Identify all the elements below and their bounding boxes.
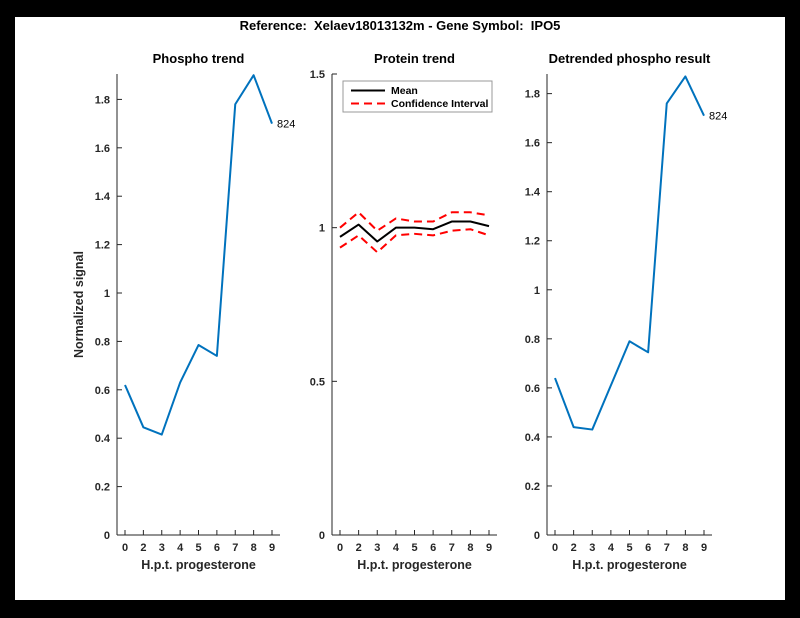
endpoint-label: 824 <box>709 111 727 123</box>
y-tick-label: 1.2 <box>525 236 540 248</box>
y-tick-label: 1.5 <box>310 69 325 81</box>
confidence-interval-lower-line <box>339 228 490 254</box>
x-tick-label: 8 <box>682 542 688 554</box>
x-axis-label: H.p.t. progesterone <box>572 558 687 572</box>
y-tick-label: 1.6 <box>525 138 540 150</box>
chart-title: Phospho trend <box>153 51 245 66</box>
legend-entry-label: Confidence Interval <box>391 98 489 110</box>
y-tick-label: 1.4 <box>525 187 541 199</box>
y-tick-label: 0 <box>534 530 540 542</box>
x-tick-label: 7 <box>664 542 670 554</box>
axes: 0 0.2 0.4 0.6 0.8 1 1.2 1.4 1.6 1.8 0 2 3 4 5 6 7 8 9 <box>525 74 712 554</box>
y-tick-label: 0 <box>319 530 325 542</box>
y-tick-label: 0.6 <box>525 383 540 395</box>
x-tick-label: 6 <box>645 542 651 554</box>
x-tick-label: 5 <box>195 542 201 554</box>
phospho-line <box>124 74 273 436</box>
x-tick-label: 0 <box>337 542 343 554</box>
y-tick-label: 1 <box>104 288 110 300</box>
y-tick-label: 1.8 <box>95 94 110 106</box>
x-tick-label: 6 <box>430 542 436 554</box>
y-tick-label: 0.2 <box>525 481 540 493</box>
x-tick-label: 7 <box>232 542 238 554</box>
x-tick-label: 3 <box>374 542 380 554</box>
axes: 0 0.5 1 1.5 0 2 3 4 5 6 7 8 9 <box>310 69 497 554</box>
subplot-protein-trend: 0 0.5 1 1.5 0 2 3 4 5 6 7 8 9 Protein trend H.p.t. pro… <box>300 45 505 597</box>
y-tick-label: 1 <box>319 223 325 235</box>
axes: 00.20.40.60.811.21.41.61.80 2 3 4 5 6 7 8 9 <box>95 74 280 554</box>
x-tick-label: 4 <box>177 542 184 554</box>
confidence-interval-line <box>339 211 490 232</box>
detrended-phospho-line <box>554 75 705 431</box>
y-tick-label: 1.4 <box>95 191 111 203</box>
y-tick-label: 0.2 <box>95 482 110 494</box>
x-tick-label: 2 <box>140 542 146 554</box>
subplot-detrended-phospho: 0 0.2 0.4 0.6 0.8 1 1.2 1.4 1.6 1.8 0 2 3 4 5 6 7 8 9 Detre… <box>515 45 730 597</box>
x-axis-label: H.p.t. progesterone <box>357 558 472 572</box>
subplot-phospho-trend: 0 0.2 0.4 0.6 0.8 1 1.2 1.4 1.6 1.8 0 2 3 4 5 6 7 8 9 Phosp… <box>60 45 310 597</box>
x-tick-label: 9 <box>269 542 275 554</box>
mean-line <box>339 220 490 243</box>
x-tick-label: 0 <box>552 542 558 554</box>
x-tick-label: 2 <box>571 542 577 554</box>
x-axis-label: H.p.t. progesterone <box>141 558 256 572</box>
y-tick-label: 0.8 <box>525 334 540 346</box>
x-tick-label: 5 <box>626 542 632 554</box>
y-tick-label: 1.8 <box>525 89 540 101</box>
y-tick-label: 0.8 <box>95 336 110 348</box>
y-tick-label: 0.4 <box>95 433 111 445</box>
y-tick-label: 0.5 <box>310 376 325 388</box>
x-tick-label: 6 <box>214 542 220 554</box>
figure-title: Reference: Xelaev18013132m - Gene Symbol… <box>239 18 561 33</box>
x-tick-label: 9 <box>701 542 707 554</box>
y-tick-label: 1.6 <box>95 143 110 155</box>
x-tick-label: 5 <box>411 542 417 554</box>
x-tick-label: 4 <box>393 542 400 554</box>
x-tick-label: 7 <box>449 542 455 554</box>
figure-canvas: Reference: Xelaev18013132m - Gene Symbol… <box>15 17 785 600</box>
endpoint-label: 824 <box>277 119 295 131</box>
y-axis-label: Normalized signal <box>72 251 86 358</box>
y-tick-label: 0 <box>104 530 110 542</box>
y-tick-label: 0.6 <box>95 385 110 397</box>
phospho-trend-chart: 00.20.40.60.811.21.41.61.80 2 3 4 5 6 7 8 9Phosp… <box>72 51 295 572</box>
x-tick-label: 9 <box>486 542 492 554</box>
y-tick-label: 1.2 <box>95 240 110 252</box>
x-tick-label: 3 <box>159 542 165 554</box>
legend-entry-label: Mean <box>391 85 418 97</box>
y-tick-label: 1 <box>534 285 540 297</box>
y-tick-label: 0.4 <box>525 432 541 444</box>
x-tick-label: 8 <box>251 542 257 554</box>
chart-title: Protein trend <box>374 51 455 66</box>
x-tick-label: 4 <box>608 542 615 554</box>
protein-trend-chart: 0 0.5 1 1.5 0 2 3 4 5 6 7 8 9 Protein trend H.p.t. pro… <box>310 51 497 572</box>
chart-title: Detrended phospho result <box>549 51 711 66</box>
detrended-phospho-chart: 0 0.2 0.4 0.6 0.8 1 1.2 1.4 1.6 1.8 0 2 3 4 5 6 7 8 9 Detre… <box>525 51 728 572</box>
x-tick-label: 3 <box>589 542 595 554</box>
x-tick-label: 2 <box>356 542 362 554</box>
x-tick-label: 8 <box>467 542 473 554</box>
x-tick-label: 0 <box>122 542 128 554</box>
